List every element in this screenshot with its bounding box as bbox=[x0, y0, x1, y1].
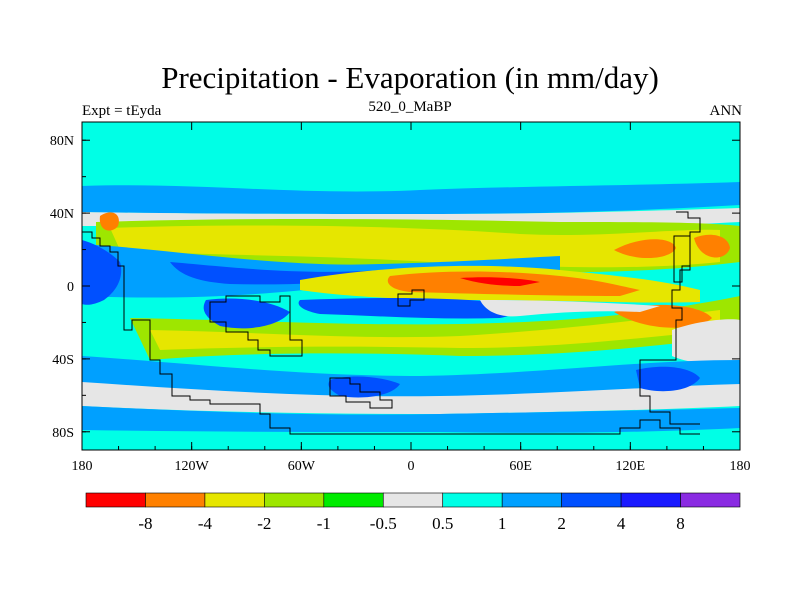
y-tick-label: 40N bbox=[50, 207, 74, 222]
coastline-antarctic-island bbox=[329, 377, 393, 409]
coastline-west-continent bbox=[82, 231, 700, 435]
level-region-north-orange-east bbox=[614, 239, 676, 259]
x-tick-label: 120W bbox=[175, 459, 210, 474]
level-region-south-white-band bbox=[82, 382, 740, 414]
x-axis: 180 120W 60W 0 60E 120E 180 bbox=[72, 122, 751, 474]
level-region-south-blue-band-2 bbox=[82, 406, 740, 433]
level-region-west-dark-blue bbox=[82, 240, 122, 305]
y-tick-label: 40S bbox=[52, 353, 74, 368]
left-string: Expt = tEyda bbox=[82, 103, 162, 119]
x-tick-label: 0 bbox=[408, 459, 415, 474]
y-tick-label: 0 bbox=[67, 280, 74, 295]
level-region-south-white bbox=[480, 300, 660, 317]
colorbar-swatch bbox=[561, 492, 622, 508]
colorbar-swatch bbox=[680, 492, 741, 508]
plot-area bbox=[82, 122, 740, 450]
colorbar-swatch bbox=[323, 492, 384, 508]
right-string: ANN bbox=[709, 103, 743, 119]
continent-outlines bbox=[82, 211, 701, 435]
colorbar-label: 0.5 bbox=[432, 514, 453, 533]
level-region-north-orange-west bbox=[99, 212, 119, 231]
level-region-southeast-white bbox=[672, 319, 740, 365]
colorbar-label: -1 bbox=[317, 514, 331, 533]
colorbar-swatch bbox=[501, 492, 562, 508]
x-tick-label: 60E bbox=[509, 459, 532, 474]
colorbar-label: -0.5 bbox=[370, 514, 397, 533]
colorbar-swatch bbox=[204, 492, 265, 508]
center-string: 520_0_MaBP bbox=[368, 99, 452, 115]
x-tick-label: 180 bbox=[730, 459, 751, 474]
coastline-africa-peninsula bbox=[397, 289, 425, 307]
colorbar-swatch bbox=[382, 492, 444, 508]
colorbar-swatch bbox=[264, 492, 325, 508]
coastline-east-continent bbox=[639, 211, 701, 425]
level-region-south-indian-dark-blue bbox=[636, 366, 700, 392]
x-tick-label: 60W bbox=[288, 459, 316, 474]
colorbar: -8 -4 -2 -1 -0.5 0.5 1 2 4 8 bbox=[85, 492, 741, 533]
colorbar-label: 8 bbox=[676, 514, 685, 533]
colorbar-label: 1 bbox=[498, 514, 507, 533]
colorbar-swatch bbox=[85, 492, 146, 508]
level-region-south-dark-blue bbox=[298, 298, 515, 319]
y-tick-label: 80S bbox=[52, 426, 74, 441]
x-tick-label: 180 bbox=[72, 459, 93, 474]
colorbar-label: -4 bbox=[198, 514, 213, 533]
level-region-north-blue-band bbox=[82, 182, 740, 214]
chart-title: Precipitation - Evaporation (in mm/day) bbox=[161, 60, 659, 95]
level-region-southwest-dark-blue bbox=[203, 298, 290, 329]
coastline-south-america bbox=[209, 295, 303, 357]
coastline-east-peninsula bbox=[673, 235, 691, 283]
level-region-north-yellow-band bbox=[110, 225, 720, 268]
colorbar-swatch bbox=[145, 492, 206, 508]
colorbar-label: 4 bbox=[617, 514, 626, 533]
level-region-north-orange-far-east bbox=[694, 234, 730, 258]
colorbar-swatch bbox=[620, 492, 681, 508]
level-region-tropical-red bbox=[460, 277, 540, 286]
y-tick-label: 80N bbox=[50, 134, 74, 149]
colorbar-label: -8 bbox=[138, 514, 152, 533]
colorbar-swatch bbox=[442, 492, 503, 508]
y-axis: 80N 40N 0 40S 80S bbox=[50, 134, 740, 441]
level-region-equatorial-blue-band bbox=[82, 244, 560, 298]
x-tick-label: 120E bbox=[616, 459, 646, 474]
colorbar-label: 2 bbox=[557, 514, 566, 533]
colorbar-label: -2 bbox=[257, 514, 271, 533]
level-region-south-atlantic-dark-blue bbox=[328, 376, 400, 398]
